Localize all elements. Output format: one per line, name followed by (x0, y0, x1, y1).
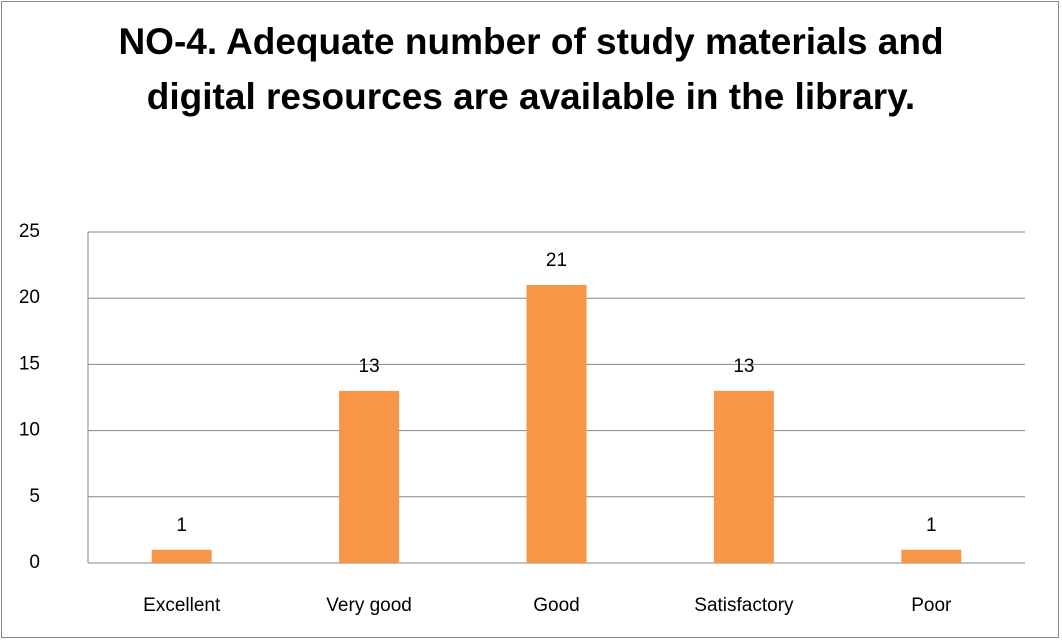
bar (901, 549, 962, 563)
y-tick-label: 20 (19, 287, 40, 308)
bar (713, 390, 774, 563)
x-tick-label: Satisfactory (694, 595, 794, 616)
x-tick-label: Excellent (143, 595, 221, 616)
data-label: 1 (926, 515, 937, 536)
y-tick-label: 10 (19, 420, 40, 441)
x-tick-label: Poor (911, 595, 952, 616)
chart-title: NO-4. Adequate number of study materials… (118, 21, 944, 117)
y-tick-label: 25 (19, 221, 40, 242)
bar (339, 390, 400, 563)
bar (151, 549, 212, 563)
y-tick-label: 0 (29, 552, 40, 573)
data-label: 13 (733, 356, 754, 377)
data-label: 21 (546, 250, 567, 271)
x-tick-label: Very good (326, 595, 412, 616)
data-label: 13 (359, 356, 380, 377)
data-label: 1 (176, 515, 187, 536)
x-tick-label: Good (533, 595, 579, 616)
y-tick-label: 5 (29, 486, 40, 507)
y-tick-label: 15 (19, 353, 40, 374)
bar (526, 284, 587, 563)
